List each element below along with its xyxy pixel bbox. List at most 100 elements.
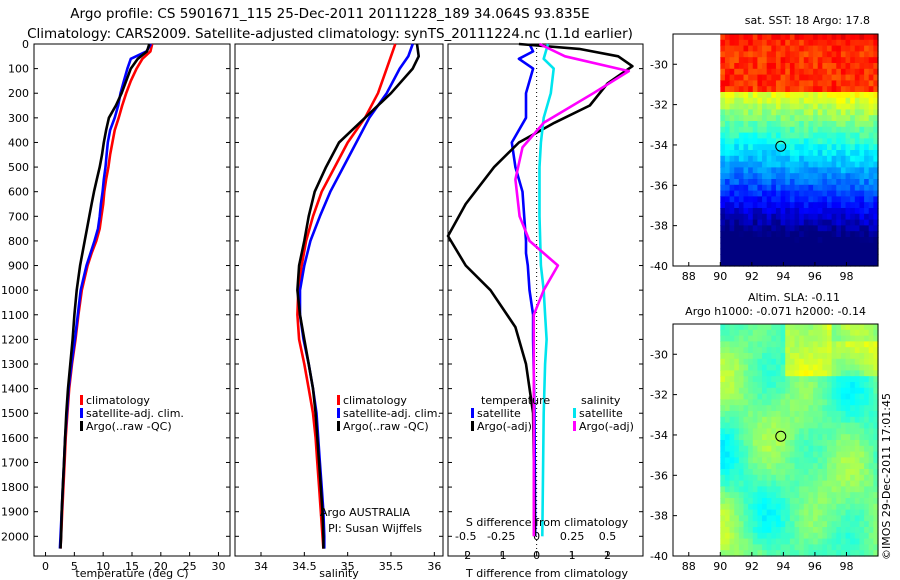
sla-cell bbox=[738, 474, 745, 482]
sla-cell bbox=[836, 416, 842, 424]
sst-cell bbox=[831, 138, 837, 145]
sla-cell bbox=[766, 416, 772, 424]
sst-cell bbox=[831, 173, 837, 180]
sst-cell bbox=[859, 167, 865, 174]
sst-cell bbox=[840, 45, 847, 52]
sla-cell bbox=[780, 550, 786, 557]
sla-cell bbox=[826, 532, 833, 540]
sla-cell bbox=[738, 550, 745, 557]
sst-cell bbox=[780, 225, 786, 232]
sst-cell bbox=[738, 179, 745, 186]
sst-cell bbox=[859, 80, 865, 87]
diff-sal-legend-swatch bbox=[573, 408, 576, 418]
sla-cell bbox=[771, 382, 777, 389]
diff-sal-legend-swatch bbox=[573, 421, 576, 431]
sst-cell bbox=[762, 144, 768, 151]
sla-cell bbox=[850, 353, 856, 360]
sst-cell bbox=[734, 51, 740, 58]
sla-cell bbox=[748, 550, 754, 557]
sst-cell bbox=[789, 150, 796, 157]
sla-cell bbox=[868, 405, 874, 412]
sst-cell bbox=[720, 57, 726, 64]
sst-cell bbox=[850, 45, 856, 52]
sla-cell bbox=[864, 353, 870, 360]
sal-note-program: Argo AUSTRALIA bbox=[320, 506, 410, 519]
sst-cell bbox=[859, 225, 865, 232]
sst-cell bbox=[738, 57, 745, 64]
sla-cell bbox=[734, 364, 740, 371]
sla-cell bbox=[822, 457, 828, 464]
sla-cell bbox=[724, 469, 731, 476]
sla-cell bbox=[734, 532, 740, 540]
sla-cell bbox=[752, 370, 759, 377]
sst-cell bbox=[757, 254, 763, 261]
sst-cell bbox=[752, 254, 759, 261]
sst-cell bbox=[850, 86, 856, 93]
sst-cell bbox=[794, 45, 800, 52]
sla-cell bbox=[831, 434, 837, 441]
sla-cell bbox=[789, 416, 796, 424]
sst-cell bbox=[720, 167, 726, 174]
sla-cell bbox=[780, 329, 786, 337]
sla-cell bbox=[780, 324, 786, 331]
sst-cell bbox=[748, 167, 754, 174]
sla-cell bbox=[803, 469, 810, 476]
sst-cell bbox=[808, 68, 814, 76]
sst-cell bbox=[850, 219, 856, 226]
sla-cell bbox=[840, 341, 847, 348]
sst-cell bbox=[724, 39, 731, 47]
sla-cell bbox=[813, 341, 819, 348]
sla-cell bbox=[757, 544, 763, 551]
sla-cell bbox=[854, 341, 861, 348]
sst-cell bbox=[813, 161, 819, 168]
sla-cell bbox=[868, 544, 874, 551]
sla-cell bbox=[757, 463, 763, 470]
sla-cell bbox=[854, 376, 861, 383]
sst-cell bbox=[752, 144, 759, 151]
sla-cell bbox=[836, 457, 842, 464]
sla-cell bbox=[762, 440, 768, 447]
sst-cell bbox=[789, 196, 796, 203]
sla-cell bbox=[817, 538, 823, 545]
sst-cell bbox=[766, 179, 772, 186]
sla-cell bbox=[766, 544, 772, 551]
sla-cell bbox=[789, 364, 796, 371]
sst-cell bbox=[748, 132, 754, 139]
sst-cell bbox=[813, 126, 819, 134]
sst-cell bbox=[850, 196, 856, 203]
sst-cell bbox=[794, 74, 800, 81]
sla-cell bbox=[724, 416, 731, 424]
sst-cell bbox=[789, 167, 796, 174]
sst-cell bbox=[817, 242, 823, 250]
sst-cell bbox=[850, 184, 856, 192]
sla-cell bbox=[873, 347, 879, 354]
sst-cell bbox=[845, 190, 851, 197]
sst-cell bbox=[738, 97, 745, 105]
sst-cell bbox=[803, 74, 810, 81]
sla-cell bbox=[771, 457, 777, 464]
sst-cell bbox=[826, 161, 833, 168]
sst-cell bbox=[771, 254, 777, 261]
sla-cell bbox=[850, 358, 856, 366]
sla-cell bbox=[771, 503, 777, 511]
sst-cell bbox=[729, 161, 735, 168]
sst-cell bbox=[720, 179, 726, 186]
sst-cell bbox=[836, 161, 842, 168]
sst-cell bbox=[817, 39, 823, 47]
sla-cell bbox=[817, 416, 823, 424]
sst-cell bbox=[831, 208, 837, 215]
figure-title-line1: Argo profile: CS 5901671_115 25-Dec-2011… bbox=[70, 6, 590, 22]
sst-cell bbox=[789, 237, 796, 244]
sla-cell bbox=[822, 393, 828, 400]
sla-cell bbox=[868, 335, 874, 342]
sst-cell bbox=[762, 103, 768, 110]
sla-cell bbox=[729, 347, 735, 354]
sst-cell bbox=[808, 254, 814, 261]
sla-cell bbox=[799, 387, 805, 395]
sst-cell bbox=[817, 155, 823, 163]
sla-cell bbox=[822, 329, 828, 337]
sla-cell bbox=[785, 538, 791, 545]
sla-cell bbox=[859, 382, 865, 389]
sla-cell bbox=[854, 393, 861, 400]
sla-cell bbox=[771, 347, 777, 354]
